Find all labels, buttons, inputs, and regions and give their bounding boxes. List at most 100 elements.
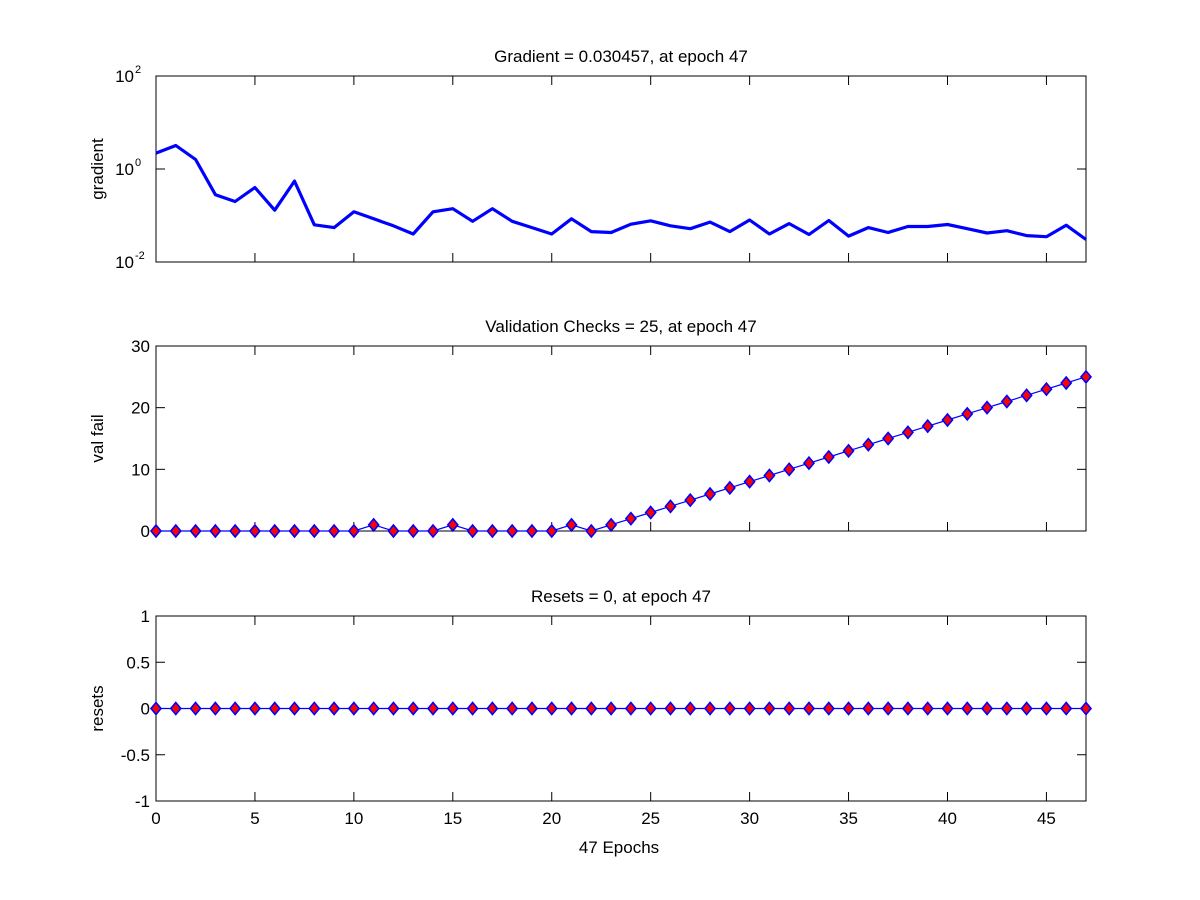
y-axis-label: gradient [88, 138, 107, 200]
y-tick-label: 0 [141, 700, 150, 719]
data-point [288, 701, 301, 716]
data-point [407, 523, 420, 539]
data-point [387, 523, 400, 539]
y-tick-exponent: 2 [135, 64, 141, 76]
data-point [189, 701, 202, 716]
data-point [624, 701, 637, 716]
data-point [1020, 701, 1033, 716]
data-point [842, 443, 855, 459]
data-point [525, 701, 538, 716]
data-point [684, 492, 697, 508]
data-point [842, 701, 855, 716]
data-point [486, 523, 499, 539]
data-point [248, 701, 261, 716]
x-tick-label: 10 [344, 809, 363, 828]
y-tick-label: -1 [135, 792, 150, 811]
data-point [862, 437, 875, 452]
data-point [941, 701, 954, 716]
resets-panel: Resets = 0, at epoch 47 resets -1 -0.5 0 0.5 1… [88, 587, 1093, 828]
data-point [565, 701, 578, 716]
y-tick-label: 0.5 [126, 653, 150, 672]
data-point [961, 701, 974, 716]
x-tick-label: 45 [1037, 809, 1056, 828]
gradient-panel: Gradient = 0.030457, at epoch 47 gradient… [88, 47, 1087, 272]
x-tick-label: 0 [151, 809, 160, 828]
y-tick-label: 10 [115, 67, 134, 86]
data-point [229, 523, 242, 539]
data-point [723, 480, 736, 496]
data-point [189, 523, 202, 539]
data-point [308, 523, 321, 539]
y-tick-label: 1 [141, 607, 150, 626]
data-point [684, 701, 697, 716]
data-point [387, 701, 400, 716]
data-point [624, 511, 637, 526]
data-point [466, 701, 479, 716]
data-point [981, 400, 994, 415]
data-point [664, 499, 677, 514]
data-point [802, 701, 816, 716]
data-point [664, 701, 677, 716]
data-point [506, 701, 519, 716]
data-point [506, 523, 519, 539]
data-point [981, 701, 994, 716]
data-point [209, 701, 222, 716]
data-point [723, 701, 736, 716]
data-point [585, 523, 598, 539]
data-point [1060, 375, 1073, 391]
data-point [802, 455, 816, 471]
x-tick-label: 35 [839, 809, 858, 828]
data-point [407, 701, 420, 716]
data-point [426, 701, 440, 716]
data-point [704, 486, 717, 502]
data-point [149, 523, 163, 539]
data-point [367, 517, 380, 533]
data-point [783, 462, 796, 477]
data-point [783, 701, 796, 716]
x-tick-label: 25 [641, 809, 660, 828]
axes-box [155, 345, 1087, 532]
data-point [1000, 394, 1013, 409]
plot-title: Resets = 0, at epoch 47 [531, 587, 711, 606]
y-tick-label: 0 [141, 522, 150, 541]
data-point [1040, 381, 1053, 397]
data-point [585, 701, 598, 716]
data-point [763, 701, 776, 716]
data-point [169, 701, 182, 716]
data-point [169, 523, 182, 539]
data-point [308, 701, 321, 716]
data-point [288, 523, 301, 539]
x-tick-label: 20 [542, 809, 561, 828]
y-tick-label: 10 [115, 253, 134, 272]
data-point [426, 523, 440, 539]
data-point [565, 517, 578, 533]
y-axis-label: resets [88, 685, 107, 731]
data-point [1000, 701, 1013, 716]
data-point [149, 701, 163, 716]
data-point [209, 523, 222, 539]
data-point [328, 523, 341, 539]
data-point [763, 468, 776, 483]
data-point [1020, 388, 1033, 403]
data-point [1079, 369, 1093, 385]
data-point [644, 701, 657, 716]
data-point [644, 505, 657, 520]
data-point [882, 701, 895, 716]
data-point [941, 412, 954, 428]
data-point [446, 517, 459, 533]
data-point [446, 701, 459, 716]
x-tick-label: 5 [250, 809, 259, 828]
x-tick-label: 15 [443, 809, 462, 828]
x-tick-label: 30 [740, 809, 759, 828]
data-point [367, 701, 380, 716]
data-point [545, 701, 558, 716]
plot-title: Gradient = 0.030457, at epoch 47 [494, 47, 748, 66]
data-point [921, 418, 934, 434]
data-point [545, 523, 558, 539]
data-point [822, 449, 835, 465]
y-tick-label: 20 [131, 399, 150, 418]
x-tick-label: 40 [938, 809, 957, 828]
data-point [466, 523, 479, 539]
y-tick-label: 10 [115, 160, 134, 179]
data-point [743, 474, 756, 489]
